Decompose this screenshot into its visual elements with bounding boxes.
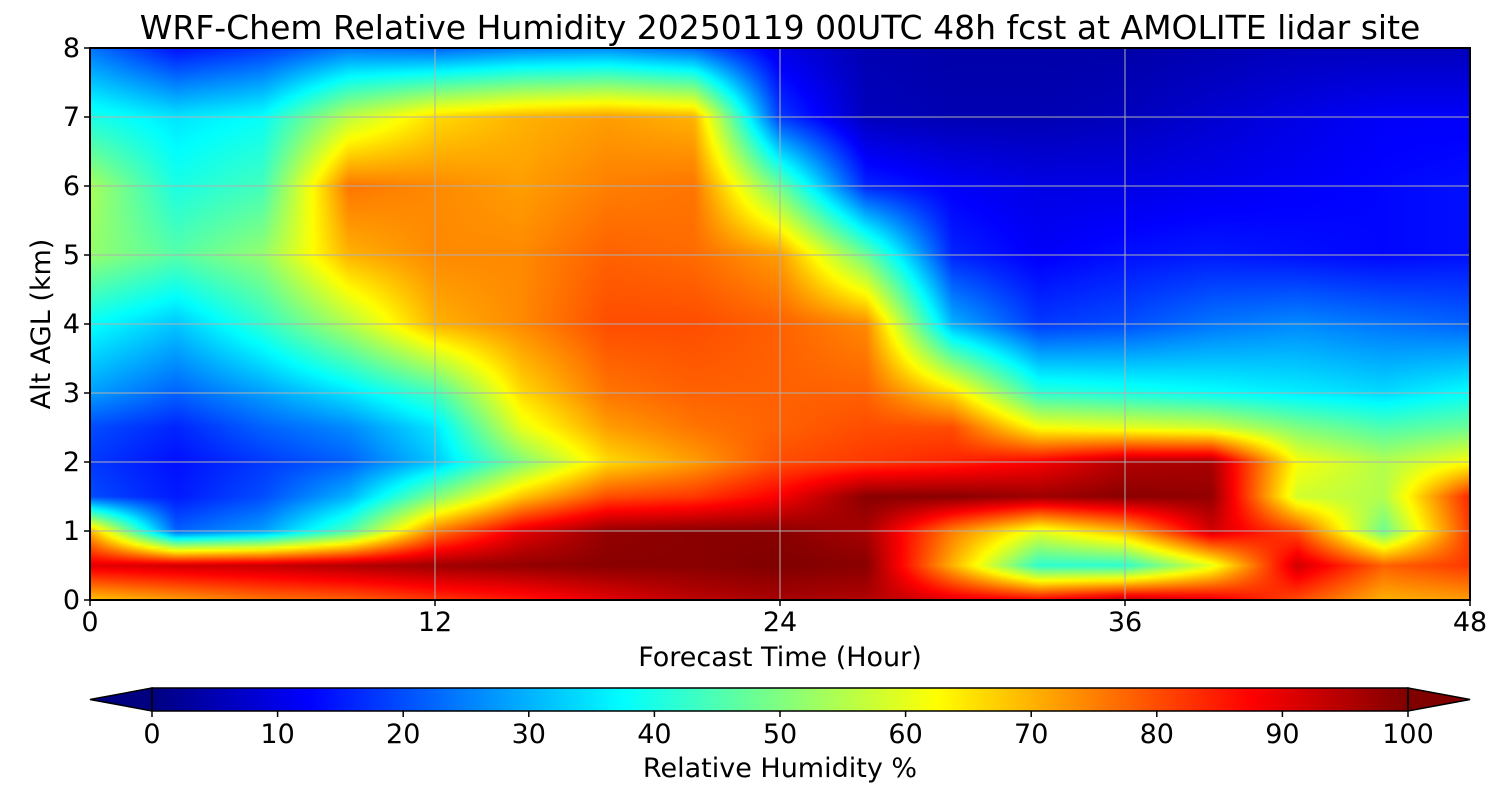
colorbar-tick-label: 90 (1265, 719, 1299, 750)
x-tick-label: 12 (418, 607, 452, 638)
colorbar-tick-label: 20 (386, 719, 420, 750)
colorbar-tick-label: 50 (763, 719, 797, 750)
x-tick-label: 0 (81, 607, 98, 638)
x-axis-label: Forecast Time (Hour) (638, 642, 922, 673)
colorbar-tick-label: 0 (143, 719, 160, 750)
x-tick-label: 24 (763, 607, 797, 638)
colorbar-tick-label: 30 (512, 719, 546, 750)
y-axis-label: Alt AGL (km) (26, 239, 57, 410)
y-tick-label: 6 (63, 171, 80, 202)
colorbar-tick-label: 40 (637, 719, 671, 750)
y-axis-ticks: 0 1 2 3 4 5 6 7 8 (63, 33, 90, 616)
y-tick-label: 3 (63, 378, 80, 409)
colorbar: 0 10 20 30 40 50 60 70 80 90 100 Relative Humidity… (89, 687, 1471, 784)
y-tick-label: 7 (63, 102, 80, 133)
colorbar-extend-high (1407, 687, 1471, 712)
colorbar-label: Relative Humidity % (643, 753, 917, 784)
y-tick-label: 8 (63, 33, 80, 64)
colorbar-tick-label: 60 (888, 719, 922, 750)
y-tick-label: 5 (63, 240, 80, 271)
y-tick-label: 2 (63, 447, 80, 478)
y-tick-label: 4 (63, 309, 80, 340)
x-tick-label: 36 (1108, 607, 1142, 638)
chart-title: WRF-Chem Relative Humidity 20250119 00UT… (140, 8, 1421, 47)
y-tick-label: 0 (63, 585, 80, 616)
colorbar-gradient (152, 688, 1408, 711)
colorbar-extend-low (89, 687, 153, 712)
colorbar-tick-label: 100 (1382, 719, 1434, 750)
colorbar-tick-label: 70 (1014, 719, 1048, 750)
x-axis-ticks: 0 12 24 36 48 (81, 600, 1487, 638)
colorbar-tick-label: 80 (1140, 719, 1174, 750)
colorbar-tick-label: 10 (260, 719, 294, 750)
x-tick-label: 48 (1453, 607, 1487, 638)
y-tick-label: 1 (63, 516, 80, 547)
colorbar-ticks: 0 10 20 30 40 50 60 70 80 90 100 (143, 711, 1434, 750)
